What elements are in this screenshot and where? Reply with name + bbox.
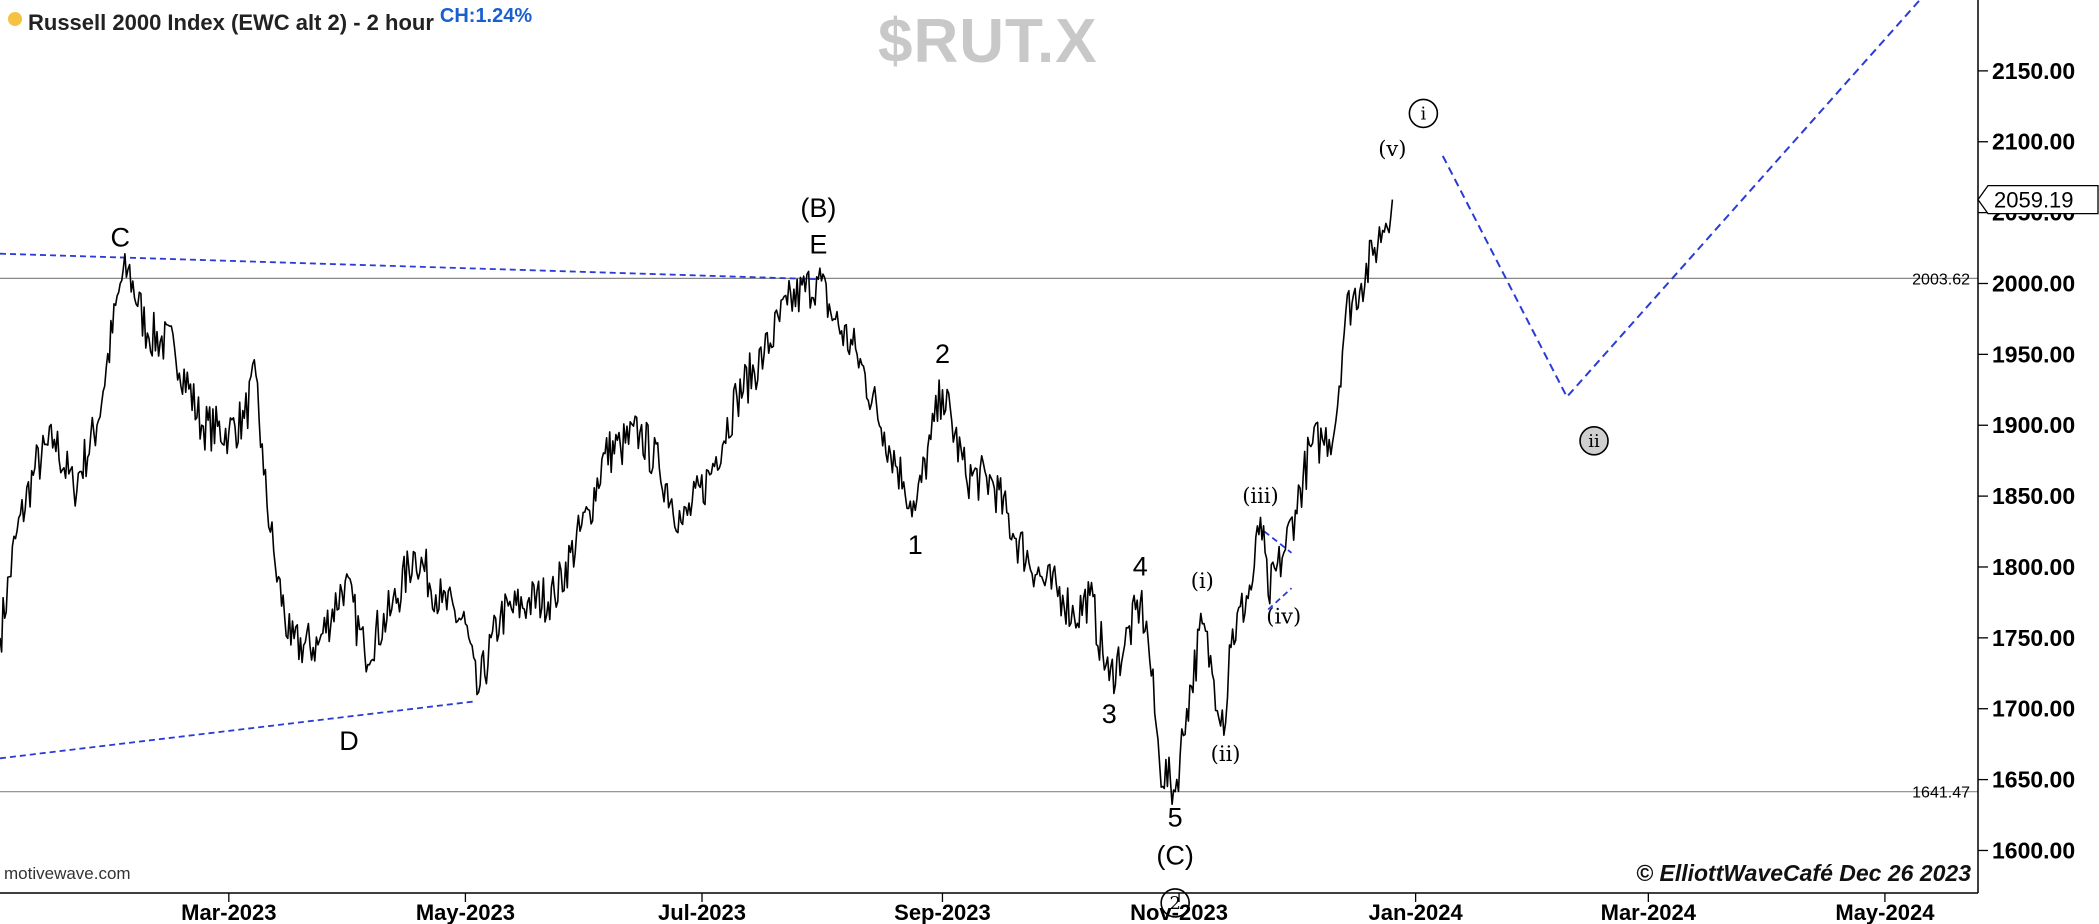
wave-label: (B) bbox=[800, 193, 836, 223]
trendline bbox=[0, 700, 474, 760]
x-tick-label: Mar-2024 bbox=[1601, 900, 1697, 924]
wave-label: 4 bbox=[1133, 551, 1148, 581]
x-tick-label: Nov-2023 bbox=[1130, 900, 1228, 924]
y-tick-label: 1800.00 bbox=[1992, 554, 2075, 580]
chart-title: Russell 2000 Index (EWC alt 2) - 2 hour bbox=[28, 10, 434, 35]
x-tick-label: Jul-2023 bbox=[658, 900, 746, 924]
wave-label: 1 bbox=[908, 530, 923, 560]
grid-layer: 2003.62 1641.47 bbox=[0, 271, 1978, 802]
x-tick-label: May-2024 bbox=[1835, 900, 1935, 924]
last-price-flag bbox=[1977, 184, 2099, 215]
wave-circle-marker bbox=[1408, 98, 1439, 129]
wave-label: E bbox=[809, 230, 827, 260]
wave-label: 5 bbox=[1168, 802, 1183, 832]
x-tick-label: Sep-2023 bbox=[894, 900, 991, 924]
x-tick-label: Jan-2024 bbox=[1369, 900, 1464, 924]
y-tick-label: 1650.00 bbox=[1992, 767, 2075, 793]
copyright-notice: © ElliottWaveCafé Dec 26 2023 bbox=[1636, 860, 1971, 886]
level-label: 2003.62 bbox=[1912, 271, 1970, 288]
y-tick-label: 2000.00 bbox=[1992, 270, 2075, 296]
y-tick-label: 1700.00 bbox=[1992, 696, 2075, 722]
level-label: 1641.47 bbox=[1912, 785, 1970, 802]
wave-label: (C) bbox=[1156, 841, 1193, 871]
change-percent: CH:1.24% bbox=[439, 5, 533, 27]
price-layer bbox=[0, 199, 1394, 806]
symbol-watermark: $RUT.X bbox=[878, 7, 1098, 76]
y-tick-label: 1600.00 bbox=[1992, 837, 2075, 863]
trendline bbox=[1267, 587, 1293, 611]
vendor-watermark: motivewave.com bbox=[4, 864, 131, 883]
wave-label: (iv) bbox=[1266, 605, 1301, 629]
wave-label: (ii) bbox=[1211, 742, 1241, 766]
status-dot-icon bbox=[8, 12, 22, 26]
wave-label: 3 bbox=[1102, 699, 1117, 729]
wave-label: (i) bbox=[1191, 569, 1214, 593]
x-tick-label: May-2023 bbox=[416, 900, 515, 924]
projection-path bbox=[1441, 0, 1921, 399]
x-tick-label: Mar-2023 bbox=[181, 900, 276, 924]
y-tick-label: 1950.00 bbox=[1992, 341, 2075, 367]
wave-circle-marker bbox=[1160, 888, 1190, 918]
y-tick-label: 1900.00 bbox=[1992, 412, 2075, 438]
wave-label: 2 bbox=[1169, 893, 1180, 914]
wave-label: 2 bbox=[935, 339, 950, 369]
wave-label: D bbox=[339, 726, 359, 756]
wave-label: (iii) bbox=[1242, 484, 1279, 508]
wave-label: ii bbox=[1588, 431, 1600, 452]
trendlines-layer bbox=[0, 0, 1921, 760]
y-tick-label: 2100.00 bbox=[1992, 129, 2075, 155]
y-tick-label: 1850.00 bbox=[1992, 483, 2075, 509]
y-tick-label: 1750.00 bbox=[1992, 625, 2075, 651]
trendline bbox=[0, 252, 819, 281]
chart-header: Russell 2000 Index (EWC alt 2) - 2 hour … bbox=[8, 4, 532, 38]
last-price-label: 2059.19 bbox=[1994, 188, 2074, 213]
trendline bbox=[1263, 530, 1293, 554]
wave-circle-marker bbox=[1579, 426, 1609, 456]
wave-label: i bbox=[1421, 103, 1427, 124]
wave-label: C bbox=[110, 223, 130, 253]
price-series bbox=[0, 199, 1394, 806]
wave-label: (v) bbox=[1378, 137, 1406, 161]
y-tick-label: 2150.00 bbox=[1992, 58, 2075, 84]
